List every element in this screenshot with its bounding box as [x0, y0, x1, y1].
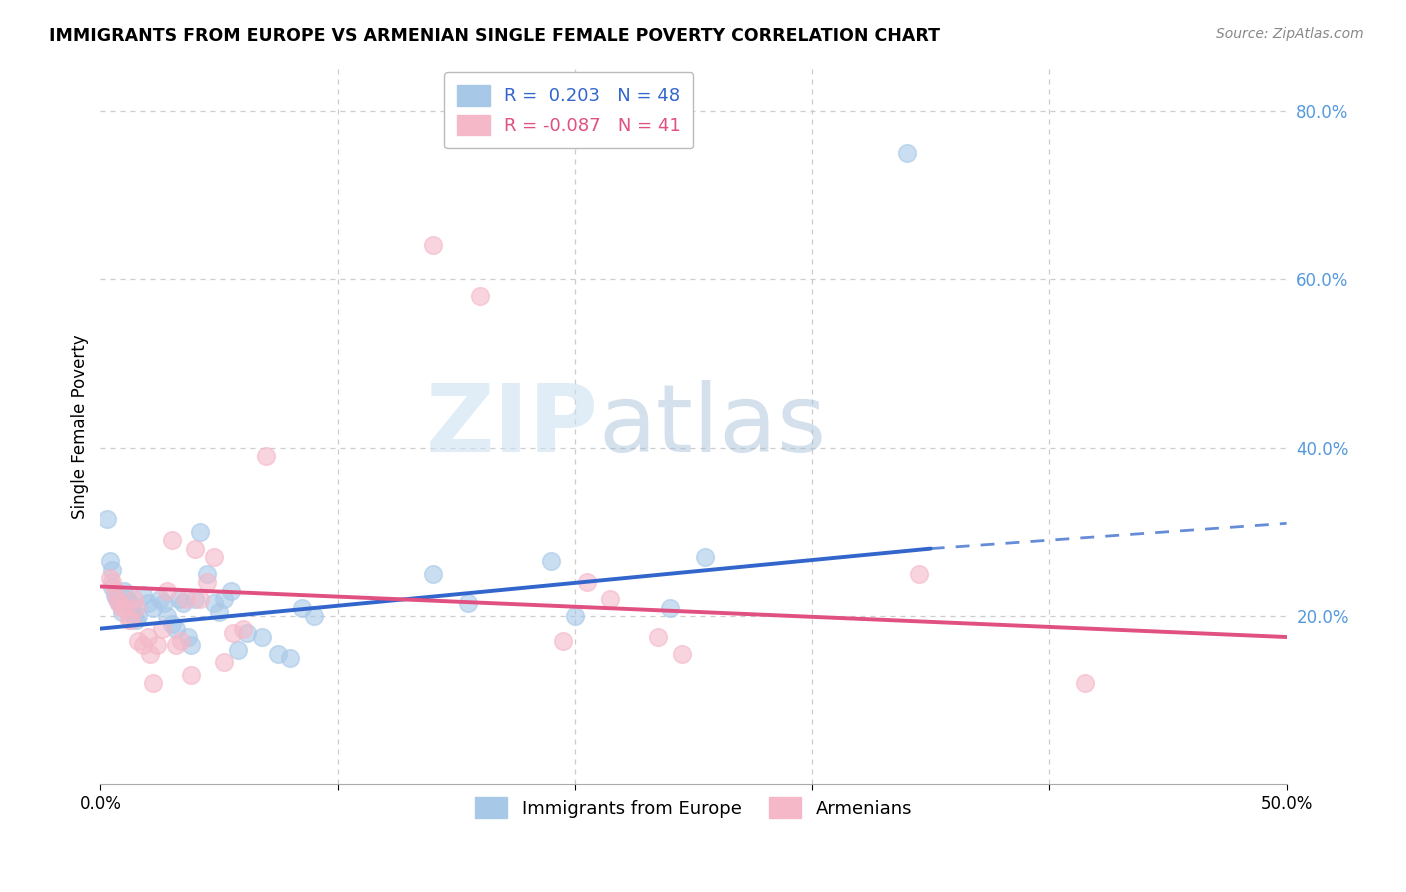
Text: Source: ZipAtlas.com: Source: ZipAtlas.com — [1216, 27, 1364, 41]
Point — [219, 583, 242, 598]
Point — [98, 554, 121, 568]
Point — [195, 566, 218, 581]
Point — [195, 575, 218, 590]
Point — [108, 596, 131, 610]
Point — [108, 596, 131, 610]
Point — [896, 145, 918, 160]
Point — [111, 605, 134, 619]
Point — [136, 596, 159, 610]
Point — [149, 592, 172, 607]
Point — [139, 647, 162, 661]
Point — [111, 600, 134, 615]
Point — [122, 609, 145, 624]
Point — [165, 639, 187, 653]
Text: atlas: atlas — [599, 381, 827, 473]
Point — [172, 596, 194, 610]
Point — [165, 622, 187, 636]
Point — [98, 571, 121, 585]
Point — [160, 617, 183, 632]
Point — [120, 600, 142, 615]
Point — [174, 592, 197, 607]
Point — [695, 549, 717, 564]
Point — [112, 583, 135, 598]
Point — [105, 592, 128, 607]
Point — [202, 596, 225, 610]
Point — [127, 609, 149, 624]
Point — [184, 592, 207, 607]
Point — [908, 566, 931, 581]
Point — [177, 630, 200, 644]
Point — [188, 524, 211, 539]
Point — [658, 600, 681, 615]
Point — [118, 596, 141, 610]
Point — [170, 634, 193, 648]
Point — [103, 588, 125, 602]
Point — [105, 592, 128, 607]
Point — [156, 583, 179, 598]
Point — [575, 575, 598, 590]
Point — [125, 600, 148, 615]
Point — [250, 630, 273, 644]
Point — [160, 533, 183, 548]
Point — [115, 592, 138, 607]
Point — [101, 580, 124, 594]
Point — [599, 592, 621, 607]
Point — [647, 630, 669, 644]
Point — [96, 512, 118, 526]
Point — [146, 639, 169, 653]
Point — [267, 647, 290, 661]
Legend: Immigrants from Europe, Armenians: Immigrants from Europe, Armenians — [468, 790, 920, 825]
Point — [468, 289, 491, 303]
Point — [236, 625, 259, 640]
Point — [101, 563, 124, 577]
Point — [125, 613, 148, 627]
Point — [422, 238, 444, 252]
Point — [179, 639, 201, 653]
Point — [254, 449, 277, 463]
Point — [101, 575, 124, 590]
Point — [222, 625, 245, 640]
Point — [120, 613, 142, 627]
Point — [422, 566, 444, 581]
Point — [232, 622, 254, 636]
Point — [202, 549, 225, 564]
Point — [167, 592, 190, 607]
Point — [291, 600, 314, 615]
Y-axis label: Single Female Poverty: Single Female Poverty — [72, 334, 89, 519]
Point — [226, 642, 249, 657]
Point — [551, 634, 574, 648]
Point — [278, 651, 301, 665]
Point — [141, 600, 163, 615]
Point — [540, 554, 562, 568]
Point — [457, 596, 479, 610]
Point — [1074, 676, 1097, 690]
Point — [153, 596, 176, 610]
Point — [132, 639, 155, 653]
Point — [127, 634, 149, 648]
Point — [188, 592, 211, 607]
Point — [212, 592, 235, 607]
Point — [136, 630, 159, 644]
Point — [141, 676, 163, 690]
Point — [564, 609, 586, 624]
Point — [103, 583, 125, 598]
Point — [184, 541, 207, 556]
Point — [212, 655, 235, 669]
Point — [112, 600, 135, 615]
Point — [156, 609, 179, 624]
Point — [302, 609, 325, 624]
Point — [208, 605, 231, 619]
Point — [132, 588, 155, 602]
Point — [118, 613, 141, 627]
Point — [122, 592, 145, 607]
Text: ZIP: ZIP — [426, 381, 599, 473]
Point — [671, 647, 693, 661]
Point — [179, 668, 201, 682]
Point — [150, 622, 173, 636]
Text: IMMIGRANTS FROM EUROPE VS ARMENIAN SINGLE FEMALE POVERTY CORRELATION CHART: IMMIGRANTS FROM EUROPE VS ARMENIAN SINGL… — [49, 27, 941, 45]
